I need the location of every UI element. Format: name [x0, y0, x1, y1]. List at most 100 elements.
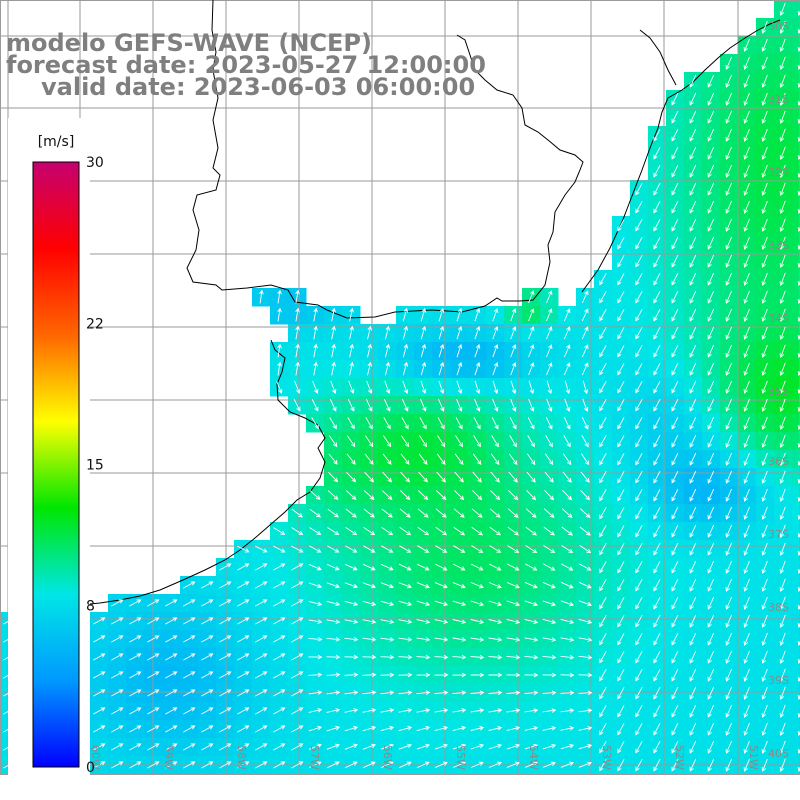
wind-arrow	[725, 254, 733, 268]
wind-speed-cell	[792, 54, 800, 73]
wind-arrow	[344, 637, 359, 642]
wind-arrow	[436, 471, 446, 483]
wind-arrow	[364, 471, 375, 483]
wind-arrow	[708, 795, 714, 800]
wind-arrow	[743, 362, 750, 376]
wind-arrow	[560, 726, 575, 731]
wind-arrow	[761, 110, 768, 124]
wind-arrow	[416, 672, 431, 678]
wind-arrow	[726, 795, 732, 800]
wind-arrow	[471, 545, 484, 553]
wind-arrow	[165, 761, 178, 769]
wind-speed-cell	[468, 792, 487, 800]
wind-arrow	[671, 722, 679, 736]
wind-arrow	[743, 614, 750, 628]
wind-arrow	[599, 507, 607, 520]
wind-arrow	[420, 343, 427, 358]
wind-speed-cell	[468, 774, 487, 775]
wind-arrow	[383, 435, 392, 448]
wind-arrow	[380, 563, 394, 571]
wind-arrow	[560, 743, 575, 750]
wind-arrow	[546, 308, 553, 322]
wind-arrow	[599, 705, 607, 718]
wind-arrow	[453, 508, 465, 518]
wind-speed-cell	[0, 792, 19, 800]
wind-arrow	[471, 780, 483, 786]
wind-arrow	[420, 380, 427, 394]
wind-arrow	[435, 780, 446, 786]
wind-speed-cell	[234, 792, 253, 800]
wind-arrow	[237, 599, 250, 607]
wind-speed-cell	[522, 792, 541, 800]
wind-arrow	[165, 689, 178, 697]
wind-arrow	[707, 164, 715, 178]
wind-arrow	[543, 526, 555, 536]
wind-arrow	[617, 615, 625, 628]
wind-arrow	[147, 761, 160, 769]
wind-arrow	[398, 690, 413, 695]
wind-arrow	[165, 635, 178, 643]
wind-arrow	[761, 182, 768, 196]
wind-arrow	[617, 381, 625, 394]
wind-arrow	[308, 743, 322, 750]
wind-arrow	[488, 725, 503, 731]
wind-arrow	[707, 524, 715, 538]
wind-arrow	[761, 614, 768, 628]
wind-arrow	[779, 470, 786, 484]
wind-arrow	[707, 362, 715, 376]
wind-arrow	[761, 650, 768, 664]
wind-arrow	[363, 780, 374, 786]
wind-arrow	[560, 672, 575, 678]
wind-arrow	[309, 490, 321, 500]
wind-arrow	[165, 599, 178, 607]
wind-arrow	[399, 490, 411, 501]
wind-arrow	[779, 506, 786, 520]
wind-arrow	[581, 416, 589, 430]
wind-arrow	[273, 527, 286, 535]
wind-speed-cell	[792, 180, 800, 199]
wind-arrow	[401, 417, 409, 430]
wind-arrow	[654, 795, 660, 800]
wind-arrow	[488, 600, 503, 607]
wind-arrow	[364, 453, 374, 465]
wind-arrow	[416, 743, 430, 750]
wind-arrow	[653, 740, 661, 754]
wind-speed-cell	[144, 792, 163, 800]
wind-arrow	[779, 56, 786, 70]
wind-arrow	[744, 795, 749, 800]
wind-arrow	[725, 614, 733, 628]
wind-arrow	[308, 563, 322, 571]
wind-speed-cell	[54, 774, 73, 775]
wind-arrow	[653, 416, 661, 430]
wind-arrow	[617, 687, 625, 700]
wind-arrow	[707, 398, 715, 412]
wind-arrow	[761, 74, 768, 88]
wind-speed-cell	[792, 360, 800, 379]
wind-arrow	[291, 653, 304, 661]
longitude-label: 58W	[235, 745, 248, 770]
wind-arrow	[689, 182, 697, 196]
wind-arrow	[653, 146, 661, 160]
wind-arrow	[399, 526, 412, 536]
wind-arrow	[308, 619, 323, 624]
colorbar-tick-label: 30	[86, 155, 104, 171]
wind-arrow	[544, 453, 554, 466]
wind-arrow	[362, 690, 377, 695]
wind-arrow	[347, 398, 355, 412]
wind-speed-cell	[792, 306, 800, 325]
wind-speed-cell	[792, 288, 800, 307]
wind-arrow	[129, 635, 142, 643]
wind-arrow	[635, 183, 643, 196]
wind-arrow	[147, 599, 160, 607]
wind-arrow	[438, 380, 445, 394]
wind-arrow	[543, 508, 555, 518]
wind-arrow	[780, 777, 785, 789]
wind-arrow	[653, 344, 661, 358]
wind-arrow	[492, 344, 499, 358]
coastline	[14, 0, 781, 613]
wind-arrow	[470, 690, 485, 696]
latitude-label: 39S	[768, 674, 789, 687]
wind-arrow	[328, 453, 338, 465]
wind-arrow	[474, 361, 481, 376]
wind-speed-cell	[108, 774, 127, 775]
